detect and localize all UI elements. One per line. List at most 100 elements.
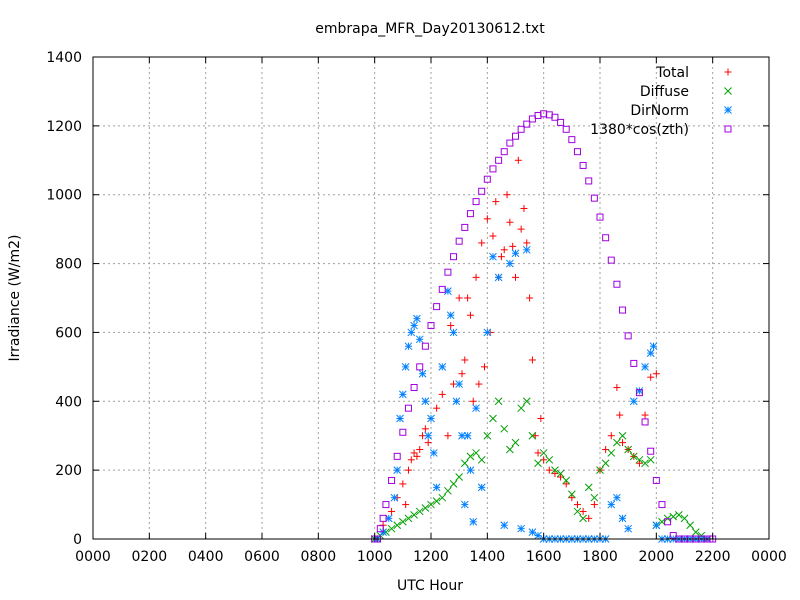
data-point — [624, 524, 633, 533]
data-point — [449, 480, 458, 488]
data-point — [624, 445, 633, 454]
data-point — [579, 507, 587, 515]
data-point — [404, 466, 412, 474]
data-point — [573, 501, 581, 509]
data-point — [590, 501, 598, 509]
data-point — [534, 459, 542, 468]
y-tick-label: 1400 — [46, 50, 82, 66]
x-tick-label: 2000 — [639, 549, 675, 565]
data-point — [489, 252, 497, 261]
data-point — [607, 432, 615, 440]
data-point — [481, 363, 489, 371]
data-point — [635, 389, 643, 397]
legend-marker — [724, 68, 732, 76]
data-point — [506, 139, 514, 147]
data-point — [649, 342, 658, 351]
x-tick-label: 1200 — [413, 549, 449, 565]
data-point — [447, 322, 455, 330]
data-point — [551, 113, 559, 121]
data-point — [469, 397, 477, 405]
x-tick-label: 0800 — [301, 549, 337, 565]
data-point — [613, 438, 621, 447]
data-point — [432, 483, 441, 492]
data-point — [562, 480, 570, 488]
grid-lines — [93, 57, 769, 539]
data-point — [464, 294, 472, 302]
data-point — [500, 424, 509, 433]
data-point — [438, 363, 447, 371]
data-point — [489, 232, 497, 240]
data-point — [664, 518, 672, 526]
data-point — [523, 239, 531, 247]
x-tick-label: 1600 — [526, 549, 562, 565]
y-tick-label: 0 — [73, 532, 82, 548]
data-point — [607, 500, 616, 509]
data-point — [602, 234, 610, 242]
data-point — [539, 449, 548, 457]
y-tick-label: 400 — [55, 394, 82, 410]
data-point — [545, 111, 553, 119]
data-point — [545, 455, 554, 464]
data-point — [562, 125, 570, 133]
y-tick-label: 800 — [55, 257, 82, 273]
series-dirnorm — [373, 245, 711, 543]
data-point — [526, 294, 534, 302]
data-point — [429, 449, 438, 457]
data-point — [522, 245, 531, 254]
data-point — [520, 204, 528, 212]
data-point — [545, 466, 553, 474]
data-point — [472, 198, 480, 206]
data-point — [393, 452, 401, 460]
data-point — [418, 369, 427, 378]
data-point — [517, 225, 525, 233]
data-point — [382, 501, 390, 509]
data-point — [601, 459, 610, 468]
data-point — [494, 397, 503, 406]
data-point — [534, 112, 542, 120]
data-point — [398, 390, 407, 399]
x-tick-label: 0000 — [75, 549, 111, 565]
data-point — [534, 449, 542, 457]
data-point — [500, 246, 508, 254]
data-point — [517, 404, 525, 413]
data-point — [618, 431, 627, 440]
data-point — [427, 322, 435, 330]
legend-label: Total — [655, 65, 689, 81]
y-tick-label: 200 — [55, 463, 82, 479]
data-point — [647, 447, 655, 455]
data-point — [619, 306, 627, 314]
data-point — [506, 259, 514, 268]
data-point — [652, 476, 660, 484]
data-point — [512, 273, 519, 281]
data-point — [421, 425, 429, 433]
y-tick-label: 600 — [55, 325, 82, 341]
data-point — [472, 449, 480, 457]
data-point — [579, 514, 587, 523]
data-point — [658, 501, 666, 509]
data-point — [449, 328, 458, 337]
data-point — [624, 332, 632, 340]
data-point — [427, 500, 435, 509]
data-point — [528, 356, 536, 364]
data-point — [469, 517, 478, 526]
data-point — [388, 507, 396, 515]
data-point — [492, 198, 500, 206]
data-point — [421, 504, 430, 512]
data-point — [500, 148, 508, 156]
data-point — [416, 363, 424, 371]
data-point — [399, 480, 407, 488]
data-point — [404, 514, 413, 523]
data-point — [506, 218, 514, 226]
data-point — [675, 511, 683, 519]
data-point — [416, 445, 424, 453]
data-point — [390, 493, 399, 502]
data-point — [616, 411, 624, 419]
data-point — [590, 493, 599, 502]
data-point — [630, 359, 638, 367]
data-point — [460, 500, 469, 509]
data-point — [458, 370, 466, 378]
data-point — [512, 132, 519, 140]
data-point — [455, 473, 464, 481]
x-tick-label: 2200 — [695, 549, 731, 565]
data-point — [680, 514, 689, 523]
